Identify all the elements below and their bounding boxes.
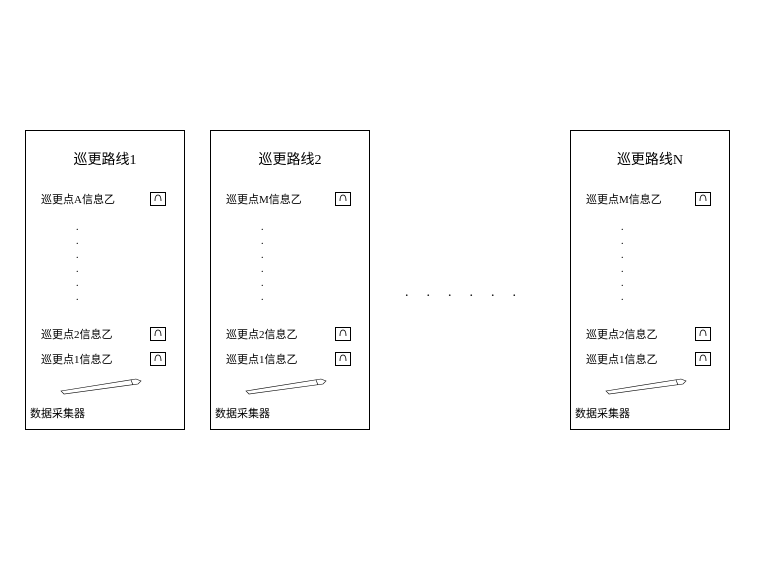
- pen-icon: [241, 376, 341, 401]
- info-box-icon: [695, 192, 711, 206]
- info-label: 巡更点1信息乙: [226, 351, 298, 367]
- info-box-icon: [335, 192, 351, 206]
- info-label: 巡更点M信息乙: [226, 191, 302, 207]
- info-row: 巡更点2信息乙: [211, 326, 369, 342]
- info-box-icon: [335, 352, 351, 366]
- info-label: 巡更点1信息乙: [41, 351, 113, 367]
- info-label: 巡更点2信息乙: [41, 326, 113, 342]
- info-row: 巡更点1信息乙: [211, 351, 369, 367]
- info-row: 巡更点M信息乙: [211, 191, 369, 207]
- info-row: 巡更点M信息乙: [571, 191, 729, 207]
- patrol-route-panel-n: 巡更路线N 巡更点M信息乙 . . . . . . 巡更点2信息乙 巡更点1信息…: [570, 130, 730, 430]
- info-box-icon: [335, 327, 351, 341]
- collector-label: 数据采集器: [215, 405, 270, 421]
- info-box-icon: [150, 352, 166, 366]
- info-label: 巡更点2信息乙: [226, 326, 298, 342]
- patrol-route-panel-2: 巡更路线2 巡更点M信息乙 . . . . . . 巡更点2信息乙 巡更点1信息…: [210, 130, 370, 430]
- info-row: 巡更点2信息乙: [571, 326, 729, 342]
- vertical-dots: . . . . . .: [76, 221, 79, 305]
- info-row: 巡更点1信息乙: [571, 351, 729, 367]
- patrol-route-panel-1: 巡更路线1 巡更点A信息乙 . . . . . . 巡更点2信息乙 巡更点1信息…: [25, 130, 185, 430]
- vertical-dots: . . . . . .: [621, 221, 624, 305]
- collector-label: 数据采集器: [30, 405, 85, 421]
- horizontal-dots: ......: [405, 285, 534, 301]
- info-label: 巡更点A信息乙: [41, 191, 115, 207]
- info-box-icon: [150, 192, 166, 206]
- info-row: 巡更点1信息乙: [26, 351, 184, 367]
- info-box-icon: [150, 327, 166, 341]
- info-row: 巡更点2信息乙: [26, 326, 184, 342]
- panel-title: 巡更路线1: [26, 149, 184, 169]
- pen-icon: [601, 376, 701, 401]
- vertical-dots: . . . . . .: [261, 221, 264, 305]
- panel-title: 巡更路线N: [571, 149, 729, 169]
- pen-icon: [56, 376, 156, 401]
- info-row: 巡更点A信息乙: [26, 191, 184, 207]
- info-box-icon: [695, 327, 711, 341]
- info-box-icon: [695, 352, 711, 366]
- collector-label: 数据采集器: [575, 405, 630, 421]
- panel-title: 巡更路线2: [211, 149, 369, 169]
- info-label: 巡更点2信息乙: [586, 326, 658, 342]
- info-label: 巡更点M信息乙: [586, 191, 662, 207]
- info-label: 巡更点1信息乙: [586, 351, 658, 367]
